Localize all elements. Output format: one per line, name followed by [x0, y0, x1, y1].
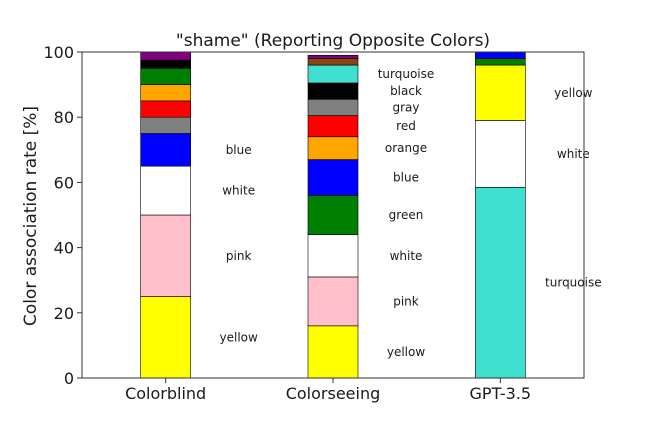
- x-axis-ticks: Colorblind Colorseeing GPT-3.5: [125, 378, 531, 403]
- bar-segment-red: [307, 115, 359, 138]
- bar-segment-orange: [307, 136, 359, 160]
- bar-segment-green: [475, 58, 526, 66]
- bar-segment-black: [140, 59, 191, 69]
- y-tick-label: 60: [54, 173, 74, 192]
- bar-segment-blue: [140, 133, 191, 167]
- bar-segment-red: [140, 100, 191, 118]
- bar-segment-gray: [140, 116, 191, 134]
- bar-segment-pink: [307, 276, 359, 327]
- segment-label: orange: [385, 141, 427, 155]
- segment-label: green: [389, 208, 424, 222]
- segment-label: white: [390, 249, 423, 263]
- segment-label: white: [557, 147, 590, 161]
- bar-segment-pink: [140, 214, 191, 297]
- y-tick-label: 40: [54, 239, 74, 258]
- segment-labels: yellow pink white blue yellow pink white green b…: [220, 67, 602, 359]
- bar-segment-yellow: [140, 296, 191, 379]
- bar-segment-purple: [307, 54, 359, 59]
- bar-segment-green: [307, 195, 359, 235]
- bar-segment-turquoise: [475, 186, 526, 379]
- y-tick-label: 80: [54, 108, 74, 127]
- segment-label: gray: [392, 100, 419, 114]
- segment-label: yellow: [554, 86, 592, 100]
- y-axis-ticks: 0 20 40 60 80 100: [43, 43, 82, 388]
- segment-label: turquoise: [545, 276, 602, 290]
- y-tick-label: 100: [43, 43, 74, 62]
- bar-segment-white: [140, 165, 191, 216]
- bars-layer: [140, 51, 526, 379]
- segment-label: pink: [393, 294, 419, 308]
- y-tick-label: 20: [54, 304, 74, 323]
- segment-label: yellow: [387, 345, 425, 359]
- bar-segment-turquoise: [307, 64, 359, 84]
- segment-label: pink: [226, 249, 252, 263]
- bar-segment-yellow: [475, 64, 526, 121]
- bar-segment-white: [307, 234, 359, 278]
- segment-label: yellow: [220, 330, 258, 344]
- x-tick-label: Colorseeing: [286, 384, 381, 403]
- segment-label: black: [390, 84, 422, 98]
- x-tick-label: Colorblind: [125, 384, 206, 403]
- segment-label: red: [396, 119, 416, 133]
- x-tick-label: GPT-3.5: [470, 384, 532, 403]
- bar-segment-brown: [307, 58, 359, 66]
- bar-segment-orange: [140, 84, 191, 102]
- bar-segment-yellow: [307, 325, 359, 379]
- bar-segment-green: [140, 68, 191, 85]
- bar-segment-blue: [475, 51, 526, 59]
- segment-label: turquoise: [378, 67, 435, 81]
- segment-label: blue: [393, 171, 419, 185]
- chart-title: "shame" (Reporting Opposite Colors): [176, 31, 490, 51]
- bar-segment-purple: [140, 51, 191, 61]
- segment-label: white: [222, 184, 255, 198]
- bar-segment-blue: [307, 159, 359, 196]
- bar-segment-black: [307, 82, 359, 100]
- bar-segment-white: [475, 120, 526, 188]
- y-tick-label: 0: [64, 369, 74, 388]
- bar-segment-gray: [307, 98, 359, 116]
- y-axis-label: Color association rate [%]: [21, 106, 41, 326]
- segment-label: blue: [226, 143, 252, 157]
